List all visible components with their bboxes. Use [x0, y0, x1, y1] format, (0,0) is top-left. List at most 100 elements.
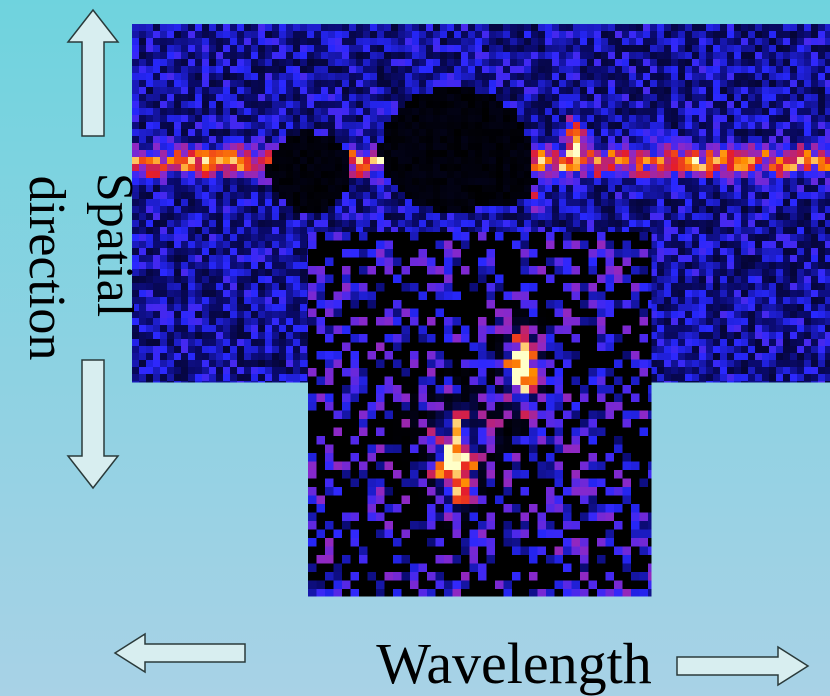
pixel: [321, 31, 329, 39]
pixel: [748, 185, 756, 193]
pixel: [174, 269, 182, 277]
pixel: [265, 199, 273, 207]
pixel: [622, 73, 630, 81]
pixel: [244, 52, 252, 60]
pixel: [552, 150, 560, 158]
pixel: [580, 87, 588, 95]
pixel: [720, 241, 728, 249]
pixel: [671, 234, 679, 242]
pixel: [321, 143, 329, 151]
pixel: [272, 241, 280, 249]
pixel: [678, 59, 686, 67]
pixel: [762, 206, 770, 214]
pixel: [552, 136, 560, 144]
pixel: [678, 115, 686, 123]
pixel: [482, 192, 490, 200]
pixel: [755, 241, 763, 249]
pixel: [251, 234, 259, 242]
pixel: [447, 80, 455, 88]
pixel: [174, 318, 182, 326]
pixel: [160, 297, 168, 305]
pixel: [727, 213, 735, 221]
pixel: [258, 255, 266, 263]
pixel: [657, 255, 665, 263]
pixel: [440, 227, 448, 235]
pixel: [783, 80, 791, 88]
pixel: [328, 185, 336, 193]
pixel: [216, 346, 224, 354]
pixel: [664, 367, 672, 375]
pixel: [734, 94, 742, 102]
pixel: [419, 24, 427, 32]
pixel: [776, 192, 784, 200]
pixel: [146, 31, 154, 39]
pixel: [461, 45, 469, 53]
pixel: [706, 367, 714, 375]
pixel: [251, 80, 259, 88]
pixel: [678, 248, 686, 256]
pixel: [377, 101, 385, 109]
pixel: [251, 115, 259, 123]
pixel: [741, 150, 749, 158]
pixel: [699, 38, 707, 46]
pixel: [664, 213, 672, 221]
pixel: [342, 227, 350, 235]
pixel: [601, 143, 609, 151]
pixel: [153, 157, 161, 165]
pixel: [727, 311, 735, 319]
pixel: [223, 136, 231, 144]
pixel: [671, 59, 679, 67]
pixel: [524, 73, 532, 81]
pixel: [664, 157, 672, 165]
pixel: [188, 136, 196, 144]
pixel: [580, 101, 588, 109]
pixel: [594, 171, 602, 179]
pixel: [405, 115, 413, 123]
pixel: [825, 213, 830, 221]
pixel: [216, 143, 224, 151]
pixel: [601, 87, 609, 95]
pixel: [804, 59, 812, 67]
pixel: [664, 185, 672, 193]
pixel: [181, 248, 189, 256]
pixel: [188, 332, 196, 340]
pixel: [230, 122, 238, 130]
pixel: [440, 164, 448, 172]
pixel: [727, 276, 735, 284]
pixel: [657, 80, 665, 88]
pixel: [419, 38, 427, 46]
pixel: [643, 192, 651, 200]
pixel: [727, 325, 735, 333]
pixel: [293, 171, 301, 179]
pixel: [678, 213, 686, 221]
pixel: [643, 38, 651, 46]
pixel: [391, 220, 399, 228]
pixel: [783, 311, 791, 319]
pixel: [713, 31, 721, 39]
pixel: [335, 66, 343, 74]
pixel: [671, 311, 679, 319]
pixel: [132, 255, 140, 263]
pixel: [391, 59, 399, 67]
pixel: [790, 241, 798, 249]
pixel: [307, 192, 315, 200]
pixel: [818, 171, 826, 179]
pixel: [615, 136, 623, 144]
pixel: [468, 150, 476, 158]
pixel: [230, 143, 238, 151]
pixel: [251, 290, 259, 298]
pixel: [552, 213, 560, 221]
pixel: [559, 94, 567, 102]
pixel: [601, 150, 609, 158]
pixel: [685, 304, 693, 312]
pixel: [237, 24, 245, 32]
pixel: [426, 24, 434, 32]
pixel: [370, 213, 378, 221]
pixel: [139, 31, 147, 39]
pixel: [629, 157, 637, 165]
pixel: [195, 311, 203, 319]
pixel: [216, 248, 224, 256]
pixel: [482, 108, 490, 116]
pixel: [160, 185, 168, 193]
pixel: [244, 108, 252, 116]
